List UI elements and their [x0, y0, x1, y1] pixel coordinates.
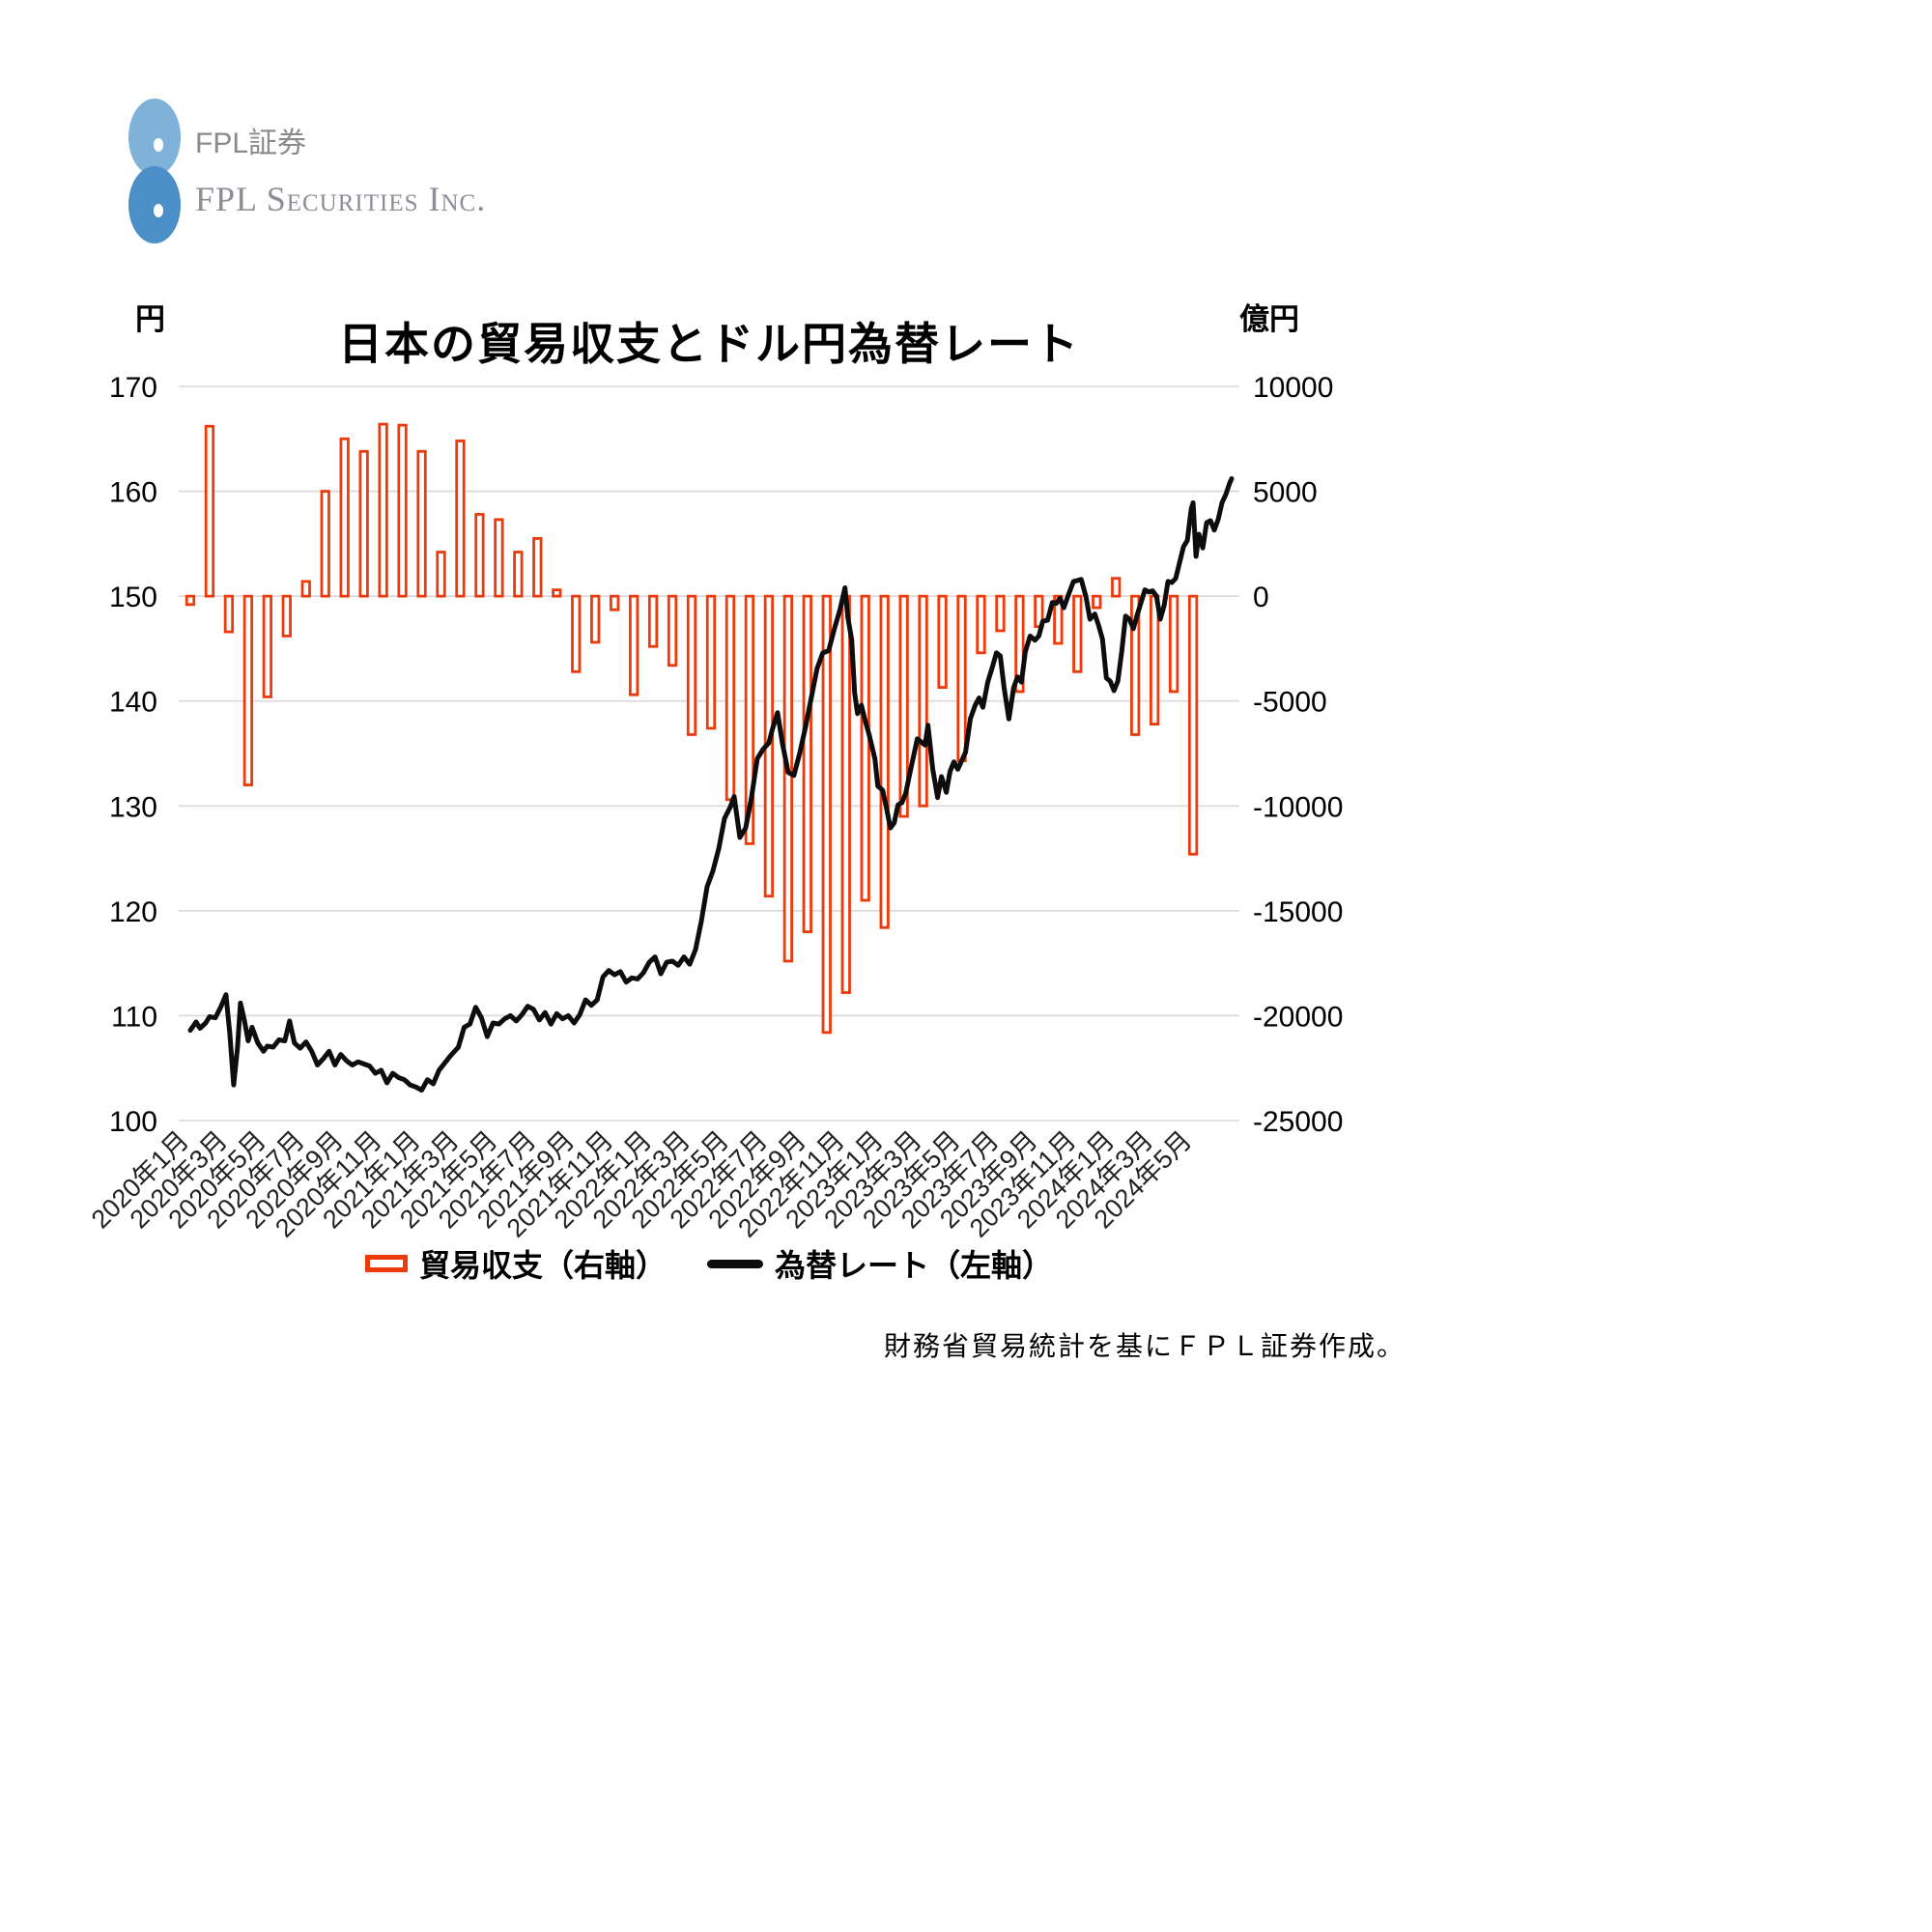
- trade-balance-bar: [1014, 594, 1025, 694]
- right-tick-label: 10000: [1253, 372, 1333, 404]
- trade-balance-bar: [705, 594, 717, 730]
- trade-balance-bar: [204, 424, 215, 598]
- legend-item-exchange-rate: 為替レート（左軸）: [707, 1241, 1053, 1286]
- trade-balance-bar: [628, 594, 639, 696]
- chart-title: 日本の貿易収支とドル円為替レート: [338, 319, 1080, 369]
- left-tick-label: 140: [109, 687, 157, 719]
- trade-balance-bar: [744, 594, 755, 845]
- gridlines: [179, 385, 1239, 1122]
- trade-balance-bar: [879, 594, 890, 929]
- trade-balance-bar: [281, 594, 292, 638]
- trade-balance-bar: [1072, 594, 1083, 673]
- logo-dot-bottom-icon: [154, 204, 163, 217]
- right-axis-unit-label: 億円: [1239, 302, 1299, 336]
- trade-balance-bar: [358, 449, 369, 598]
- trade-balance-bar: [300, 580, 311, 598]
- trade-balance-bar: [976, 594, 986, 655]
- left-tick-label: 120: [109, 896, 157, 928]
- trade-balance-bar: [995, 594, 1006, 633]
- trade-balance-bar: [494, 518, 504, 598]
- source-note: 財務省貿易統計を基にＦＰＬ証券作成。: [883, 1331, 1406, 1361]
- logo-en-name: FPL Securities Inc.: [195, 180, 486, 218]
- right-tick-label: -25000: [1253, 1106, 1343, 1138]
- trade-balance-bar: [532, 537, 543, 598]
- left-tick-label: 110: [111, 1001, 157, 1033]
- left-tick-label: 130: [109, 791, 157, 823]
- trade-balance-bar: [1168, 594, 1179, 694]
- right-tick-label: 5000: [1253, 477, 1318, 509]
- trade-balance-bars: [185, 422, 1199, 1035]
- trade-balance-bar: [647, 594, 659, 648]
- trade-balance-bar: [416, 449, 427, 598]
- trade-balance-bar: [1130, 594, 1141, 736]
- trade-balance-bar: [686, 594, 697, 736]
- trade-balance-bar: [571, 594, 582, 673]
- trade-balance-bar: [898, 594, 909, 818]
- left-axis-unit-label: 円: [135, 302, 165, 336]
- trade-balance-bar: [1053, 594, 1064, 645]
- trade-balance-bar: [455, 440, 466, 598]
- trade-balance-bar: [242, 594, 254, 786]
- exchange-rate-line: [187, 476, 1235, 1093]
- chart-legend: 貿易収支（右軸） 為替レート（左軸）: [179, 1241, 1239, 1286]
- trade-balance-bar: [918, 594, 928, 808]
- logo-jp-name: FPL証券: [195, 128, 306, 159]
- trade-balance-bar: [436, 551, 446, 598]
- logo-graphic: FPL証券 FPL Securities Inc.: [128, 99, 486, 243]
- left-tick-label: 160: [109, 477, 157, 509]
- right-tick-label: -20000: [1253, 1001, 1343, 1033]
- trade-balance-bar: [802, 594, 812, 933]
- trade-balance-bar: [667, 594, 678, 668]
- trade-balance-bar: [590, 594, 601, 644]
- trade-balance-bar: [223, 594, 235, 634]
- right-tick-label: -10000: [1253, 791, 1343, 823]
- left-tick-label: 150: [109, 582, 157, 613]
- logo-circle-top-icon: [128, 99, 181, 176]
- trade-balance-bar: [513, 551, 524, 598]
- trade-balance-bar: [1187, 594, 1199, 856]
- trade-balance-bar: [724, 594, 736, 802]
- trade-balance-legend-label: 貿易収支（右軸）: [418, 1248, 667, 1283]
- exchange-rate-swatch-icon: [707, 1259, 763, 1268]
- x-axis-tick-labels: 2020年1月2020年3月2020年5月2020年7月2020年9月2020年…: [86, 1125, 1198, 1243]
- trade-balance-swatch-icon: [364, 1255, 408, 1272]
- trade-balance-bar: [1111, 577, 1122, 598]
- trade-balance-bar: [378, 422, 388, 598]
- trade-balance-bar: [840, 594, 851, 994]
- trade-balance-bar: [1092, 594, 1102, 610]
- trade-balance-bar: [1034, 594, 1044, 629]
- trade-balance-bar: [397, 423, 408, 598]
- left-tick-label: 100: [109, 1106, 157, 1138]
- legend-item-trade-balance: 貿易収支（右軸）: [364, 1241, 667, 1286]
- trade-balance-bar: [474, 513, 485, 598]
- right-tick-label: -5000: [1253, 687, 1327, 719]
- trade-balance-bar: [782, 594, 794, 963]
- trade-balance-bar: [339, 437, 350, 598]
- exchange-rate-legend-label: 為替レート（左軸）: [775, 1248, 1054, 1283]
- trade-balance-bar: [937, 594, 948, 690]
- trade-balance-bar: [185, 594, 196, 607]
- left-tick-label: 170: [109, 372, 157, 404]
- trade-balance-bar: [320, 490, 330, 598]
- logo-circle-bottom-icon: [128, 166, 181, 243]
- trade-balance-bar: [956, 594, 967, 763]
- logo-dot-top-icon: [154, 138, 163, 152]
- trade-balance-bar: [262, 594, 272, 698]
- right-tick-label: -15000: [1253, 896, 1343, 928]
- trade-balance-bar: [610, 594, 620, 611]
- trade-balance-bar: [821, 594, 832, 1035]
- right-axis-tick-labels: 10000 5000 0 -5000 -10000 -15000 -20000 -25000: [1253, 372, 1343, 1138]
- trade-balance-bar: [552, 588, 562, 598]
- trade-balance-bar: [1150, 594, 1160, 726]
- company-logo: FPL証券 FPL Securities Inc.: [116, 97, 580, 261]
- trade-balance-bar: [860, 594, 870, 902]
- right-tick-label: 0: [1253, 582, 1269, 613]
- left-axis-tick-labels: 170 160 150 140 130 120 110 100: [109, 372, 157, 1138]
